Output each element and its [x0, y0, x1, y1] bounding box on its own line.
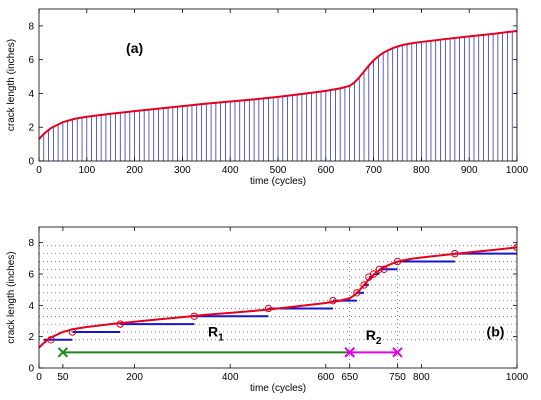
- regions: [57, 347, 403, 358]
- panel-label: (b): [487, 324, 505, 340]
- x-tick-label: 400: [222, 372, 239, 383]
- x-tick-label: 750: [389, 372, 406, 383]
- y-tick-label: 4: [28, 301, 34, 312]
- crack-length-curve: [39, 29, 517, 140]
- panel-b: 0 50 200 400 600 650 750 800 1000 0 2 4 6 8 time (cycl…: [6, 226, 529, 394]
- marker-point: [375, 265, 384, 273]
- reference-lines: [39, 245, 517, 368]
- x-tick-label: 400: [222, 165, 239, 176]
- region-start-marker: [57, 347, 69, 358]
- axes-frame: [38, 226, 518, 369]
- marker-point: [116, 320, 124, 328]
- panel-a: 0 100 200 300 400 500 600 700 800 900 1000 0 2 4 6 8 tim…: [6, 8, 529, 187]
- x-tick-label: 800: [413, 165, 430, 176]
- region-start-marker: [344, 347, 355, 358]
- x-tick-label: 0: [36, 372, 42, 383]
- marker-point: [353, 289, 361, 297]
- x-tick-label: 200: [126, 165, 143, 176]
- y-axis-label: crack length (inches): [6, 251, 17, 343]
- x-axis-label: time (cycles): [250, 383, 306, 394]
- crack-length-curve: [39, 246, 517, 349]
- marker-point: [451, 249, 459, 258]
- marker-point: [369, 270, 378, 278]
- x-tick-label: 300: [174, 165, 191, 176]
- x-tick-label: 50: [57, 372, 69, 383]
- x-tick-label: 650: [341, 372, 358, 383]
- y-tick-label: 4: [28, 89, 34, 100]
- marker-point: [360, 281, 368, 289]
- y-tick-label: 8: [28, 21, 34, 32]
- y-tick-label: 8: [28, 238, 34, 249]
- marker-point: [190, 312, 199, 320]
- x-tick-label: 600: [317, 165, 334, 176]
- x-tick-label: 1000: [506, 165, 529, 176]
- y-tick-label: 0: [28, 157, 34, 168]
- y-axis-label: crack length (inches): [6, 39, 17, 131]
- x-tick-label: 100: [78, 165, 95, 176]
- step-segments: [43, 252, 517, 341]
- marker-point: [264, 304, 273, 313]
- markers: [47, 243, 517, 344]
- x-tick-label: 900: [461, 165, 478, 176]
- marker-point: [68, 328, 77, 336]
- y-ticks: 0 2 4 6 8: [28, 21, 517, 168]
- x-tick-label: 500: [270, 165, 287, 176]
- panel-label: (a): [126, 40, 143, 56]
- x-ticks: 0 100 200 300 400 500 600 700 800 900 1000: [36, 9, 529, 176]
- x-ticks: 0 50 200 400 600 650 750 800 1000: [36, 227, 529, 383]
- y-ticks: 0 2 4 6 8: [28, 238, 517, 375]
- vertical-lines: [39, 30, 517, 161]
- x-tick-label: 1000: [506, 372, 529, 383]
- marker-point: [380, 265, 388, 273]
- region-end-marker: [392, 347, 403, 358]
- x-axis-label: time (cycles): [250, 176, 306, 187]
- region-label: R2: [366, 327, 382, 347]
- region-label: R1: [208, 324, 224, 344]
- y-tick-label: 0: [28, 364, 34, 375]
- x-tick-label: 800: [413, 372, 430, 383]
- x-tick-label: 700: [365, 165, 382, 176]
- y-tick-label: 2: [28, 123, 34, 134]
- y-tick-label: 6: [28, 55, 34, 66]
- marker-point: [393, 257, 402, 266]
- x-tick-label: 0: [36, 165, 42, 176]
- marker-point: [329, 296, 337, 305]
- plot-area: [39, 243, 517, 368]
- x-tick-label: 200: [126, 372, 143, 383]
- plot-area: [39, 29, 517, 161]
- y-tick-label: 6: [28, 270, 34, 281]
- y-tick-label: 2: [28, 332, 34, 343]
- x-tick-label: 600: [317, 372, 334, 383]
- marker-point: [47, 336, 55, 344]
